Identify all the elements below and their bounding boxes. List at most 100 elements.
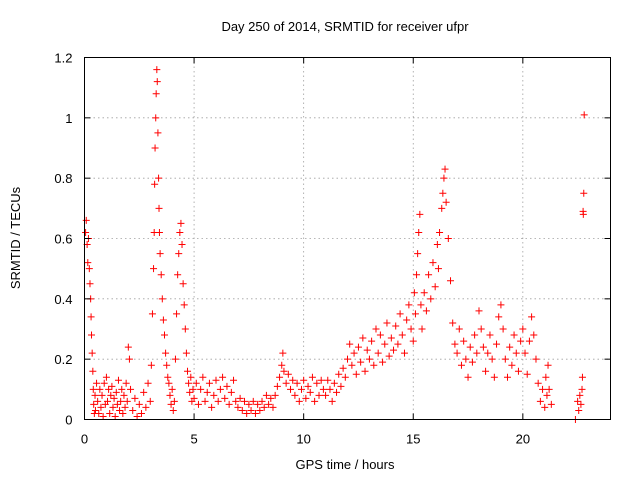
data-point (396, 310, 404, 318)
data-point (157, 271, 165, 279)
data-point (118, 385, 126, 393)
data-point (165, 379, 173, 387)
data-point (152, 114, 160, 122)
data-point (276, 373, 284, 381)
data-point (376, 331, 384, 339)
data-point (544, 361, 552, 369)
data-point (137, 409, 145, 417)
data-point (542, 373, 550, 381)
data-point (240, 397, 248, 405)
data-point (348, 361, 356, 369)
data-point (156, 250, 164, 258)
data-point (96, 385, 104, 393)
data-point (580, 189, 588, 197)
data-point (385, 352, 393, 360)
data-point (238, 406, 246, 414)
data-point (357, 358, 365, 366)
data-point (230, 376, 238, 384)
data-point (173, 310, 181, 318)
data-point (417, 301, 425, 309)
data-point (444, 235, 452, 242)
data-point (227, 388, 235, 396)
data-point (536, 397, 544, 405)
data-point (203, 388, 211, 396)
y-axis-label: SRMTID / TECUs (8, 186, 23, 289)
data-point (282, 379, 290, 387)
data-point (576, 391, 584, 399)
data-point (308, 373, 316, 381)
data-point (418, 325, 426, 333)
data-point (258, 397, 266, 405)
data-point (392, 322, 400, 330)
data-point (304, 382, 312, 390)
data-point (575, 406, 583, 414)
data-point (440, 174, 448, 182)
data-point (91, 391, 99, 399)
data-point (293, 379, 301, 387)
data-point (344, 355, 351, 363)
data-point (434, 265, 442, 273)
data-point (95, 409, 103, 417)
data-point (501, 355, 509, 363)
data-point (477, 325, 485, 333)
data-point (532, 355, 540, 363)
data-point (574, 397, 582, 405)
y-tick-label: 0.6 (54, 232, 72, 247)
data-point (488, 355, 496, 363)
data-point (199, 373, 207, 381)
data-point (185, 379, 193, 387)
data-point (497, 301, 505, 309)
data-point (346, 340, 354, 348)
data-point (140, 388, 148, 396)
data-point (297, 385, 305, 393)
data-point (133, 412, 141, 420)
data-point (278, 361, 286, 369)
data-point (256, 406, 264, 414)
data-point (216, 385, 224, 393)
data-point (107, 391, 115, 399)
data-point (464, 373, 472, 381)
data-point (514, 367, 522, 375)
data-point (381, 340, 389, 348)
data-point (175, 250, 183, 258)
data-point (221, 394, 229, 402)
data-point (262, 391, 270, 399)
data-point (510, 331, 518, 339)
data-point (189, 385, 197, 393)
data-point (427, 295, 435, 303)
data-point (113, 400, 121, 408)
data-point (225, 400, 233, 408)
data-point (468, 358, 476, 366)
data-point (154, 129, 162, 137)
data-point (471, 331, 479, 339)
data-point (201, 397, 209, 405)
data-point (97, 403, 105, 411)
y-tick-label: 0.8 (54, 171, 72, 186)
data-point (460, 337, 468, 345)
data-point (153, 78, 161, 86)
data-point (317, 376, 325, 384)
data-point (579, 210, 587, 218)
data-point (108, 382, 116, 390)
data-point (429, 259, 437, 267)
data-point (280, 367, 288, 375)
data-point (413, 271, 421, 279)
data-point (119, 409, 127, 417)
data-point (167, 400, 175, 408)
data-point (306, 388, 314, 396)
data-point (88, 349, 96, 357)
x-tick-label: 10 (296, 432, 310, 447)
data-point (363, 346, 371, 354)
data-point (104, 397, 112, 405)
data-point (100, 379, 108, 387)
data-point (116, 406, 124, 414)
data-point (578, 373, 586, 381)
data-point (82, 228, 90, 236)
data-point (170, 397, 178, 405)
data-point (541, 403, 549, 411)
x-tick-label: 15 (406, 432, 420, 447)
y-tick-label: 0 (65, 413, 72, 428)
data-point (439, 189, 447, 197)
data-point (279, 349, 287, 357)
data-point (161, 331, 168, 339)
